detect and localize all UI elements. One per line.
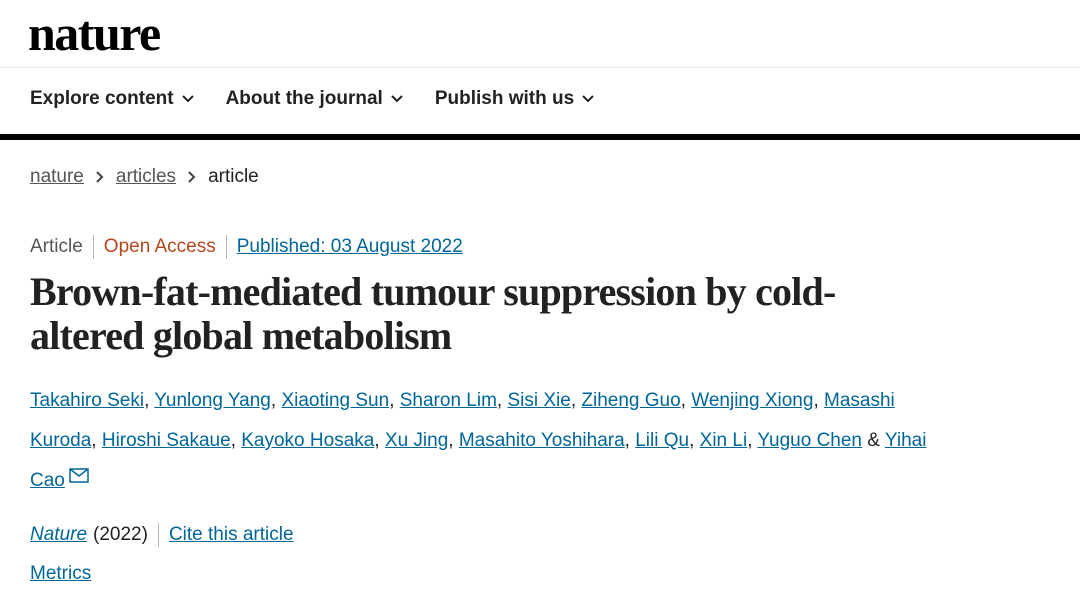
breadcrumb-current: article	[208, 166, 259, 187]
author-separator: ,	[374, 430, 380, 451]
nav-label[interactable]: About the journal	[225, 88, 383, 109]
author-separator: ,	[389, 390, 395, 411]
author-separator: ,	[813, 390, 819, 411]
separator	[157, 523, 159, 547]
author-separator: ,	[496, 390, 503, 411]
separator	[225, 235, 227, 259]
author-link[interactable]: Hiroshi Sakaue	[101, 430, 231, 451]
nav-item[interactable]: Publish with us	[435, 88, 594, 110]
author-link[interactable]: Yihai Cao	[30, 430, 927, 491]
author-separator: ,	[144, 390, 150, 411]
author-link[interactable]: Masahito Yoshihara	[458, 430, 625, 451]
logo[interactable]: nature	[28, 5, 161, 61]
author-link[interactable]: Sisi Xie	[507, 390, 571, 411]
article-title: Brown-fat-mediated tumour suppression by…	[30, 269, 836, 358]
author-separator: ,	[570, 390, 577, 411]
author-link[interactable]: Yunlong Yang	[154, 390, 271, 411]
divider	[0, 67, 1080, 68]
metrics-link[interactable]: Metrics	[30, 563, 92, 584]
author-link[interactable]: Takahiro Seki	[30, 390, 145, 411]
author-link[interactable]: Ziheng Guo	[581, 390, 681, 411]
author-link[interactable]: Lili Qu	[635, 430, 690, 451]
nav-item[interactable]: Explore content	[30, 88, 194, 110]
author-link[interactable]: Sharon Lim	[399, 390, 497, 411]
chevron	[188, 171, 196, 183]
author-link[interactable]: Xiaoting Sun	[281, 390, 390, 411]
author-conjunction: &	[867, 430, 880, 451]
author-link[interactable]: Yuguo Chen	[757, 430, 862, 451]
nav: Explore content About the journal Publis…	[30, 88, 594, 110]
author-separator: ,	[270, 390, 277, 411]
author-link[interactable]: Kayoko Hosaka	[241, 430, 375, 451]
author-link[interactable]: Masashi Kuroda	[30, 390, 895, 451]
chevron	[391, 95, 403, 103]
separator	[92, 235, 94, 259]
author-separator: ,	[91, 430, 97, 451]
author-separator: ,	[747, 430, 753, 451]
year: (2022)	[93, 524, 148, 545]
mail-icon-shape	[69, 468, 89, 483]
nav-item[interactable]: About the journal	[226, 88, 403, 110]
journal-link[interactable]: Nature	[30, 524, 88, 545]
chevron	[582, 95, 594, 103]
author-list: Takahiro Seki, Yunlong Yang, Xiaoting Su…	[30, 381, 945, 501]
open-access: Open Access	[103, 236, 216, 257]
author-link[interactable]: Wenjing Xiong	[691, 390, 814, 411]
author-link[interactable]: Xu Jing	[384, 430, 449, 451]
article-meta: Article Open Access Published: 03 August…	[30, 235, 463, 259]
author-separator: ,	[230, 430, 236, 451]
citation: Nature (2022) Cite this article	[30, 523, 294, 547]
chevron	[96, 171, 104, 183]
breadcrumb: nature articles article	[30, 166, 259, 188]
cite-link[interactable]: Cite this article	[168, 524, 294, 545]
mail-icon[interactable]	[69, 468, 89, 484]
author-separator: ,	[680, 390, 686, 411]
nav-label[interactable]: Explore content	[30, 88, 174, 109]
author-separator: ,	[624, 430, 630, 451]
author-separator: ,	[448, 430, 454, 451]
article-type: Article	[30, 236, 83, 257]
breadcrumb-link[interactable]: nature	[30, 166, 84, 187]
chevron	[181, 95, 194, 103]
published-date[interactable]: Published: 03 August 2022	[236, 236, 463, 257]
nav-label[interactable]: Publish with us	[434, 88, 575, 109]
author-link[interactable]: Xin Li	[699, 430, 748, 451]
author-separator: ,	[689, 430, 695, 451]
divider	[0, 134, 1080, 140]
breadcrumb-link[interactable]: articles	[115, 166, 177, 187]
